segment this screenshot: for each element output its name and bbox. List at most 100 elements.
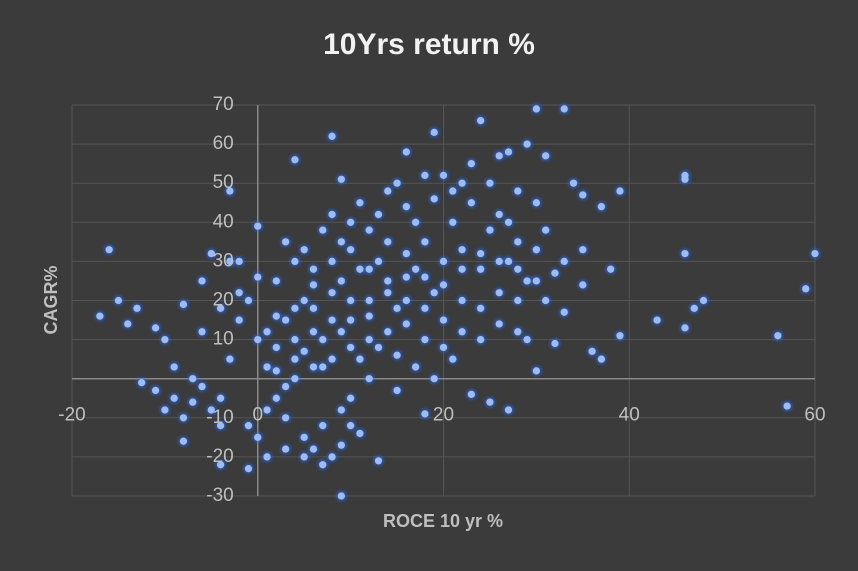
point (365, 312, 373, 320)
point (458, 246, 466, 254)
point (226, 257, 234, 265)
point (133, 304, 141, 312)
point (235, 257, 243, 265)
point (291, 355, 299, 363)
point (291, 336, 299, 344)
point (374, 343, 383, 352)
point (291, 304, 299, 312)
point (179, 300, 188, 309)
point (300, 453, 308, 461)
point (458, 296, 466, 305)
point (272, 394, 280, 402)
points (96, 105, 819, 500)
point (597, 203, 605, 211)
point (300, 296, 308, 305)
point (244, 465, 253, 473)
point (254, 222, 262, 230)
chart-title: 10Yrs return % (323, 28, 535, 61)
point (282, 445, 290, 453)
point (319, 336, 327, 344)
y-tick-label: 50 (213, 172, 234, 193)
point (189, 398, 197, 406)
point (681, 175, 689, 183)
point (393, 304, 401, 312)
point (337, 175, 345, 183)
point (198, 277, 206, 285)
point (514, 296, 522, 305)
point (458, 265, 466, 273)
point (356, 199, 364, 207)
point (514, 265, 522, 273)
point (244, 296, 253, 305)
point (532, 105, 540, 113)
point (412, 363, 420, 371)
point (138, 379, 146, 387)
point (170, 363, 178, 371)
point (504, 148, 513, 156)
point (374, 457, 383, 465)
point (151, 324, 160, 332)
point (374, 257, 383, 265)
point (532, 246, 540, 254)
point (374, 210, 383, 219)
point (347, 343, 355, 352)
point (309, 363, 318, 371)
point (96, 312, 104, 320)
point (226, 187, 234, 195)
point (272, 277, 280, 285)
y-tick-label: 40 (213, 211, 234, 232)
point (412, 265, 420, 273)
point (384, 277, 392, 285)
point (337, 441, 345, 449)
point (523, 277, 531, 285)
point (597, 355, 605, 363)
point (328, 453, 336, 461)
y-axis-title: CAGR% (41, 265, 61, 334)
point (254, 273, 262, 281)
point (328, 289, 336, 297)
y-tick-label: 60 (213, 133, 234, 154)
point (356, 429, 364, 438)
point (486, 398, 494, 406)
point (514, 328, 522, 336)
point (272, 343, 280, 352)
point (477, 304, 485, 312)
point (430, 195, 438, 203)
point (328, 355, 336, 363)
point (161, 336, 169, 344)
point (291, 257, 299, 265)
point (551, 269, 559, 277)
point (328, 316, 336, 324)
point (495, 289, 503, 297)
point (514, 187, 522, 195)
point (179, 414, 188, 422)
point (523, 140, 531, 148)
point (272, 367, 280, 375)
y-tick-label: 10 (213, 329, 234, 350)
point (114, 296, 123, 305)
point (328, 257, 336, 265)
point (263, 406, 271, 414)
point (467, 390, 475, 398)
point (439, 171, 448, 179)
point (569, 179, 578, 187)
point (439, 343, 448, 352)
point (560, 257, 568, 265)
point (653, 316, 661, 324)
point (226, 355, 234, 363)
point (811, 249, 819, 258)
point (170, 394, 178, 402)
point (402, 273, 410, 281)
point (347, 296, 355, 305)
point (421, 171, 429, 179)
point (254, 433, 262, 441)
point (263, 328, 271, 336)
point (421, 304, 429, 312)
point (690, 304, 698, 312)
point (347, 218, 355, 226)
point (542, 152, 550, 160)
point (347, 246, 355, 254)
point (588, 347, 596, 355)
point (356, 355, 364, 363)
